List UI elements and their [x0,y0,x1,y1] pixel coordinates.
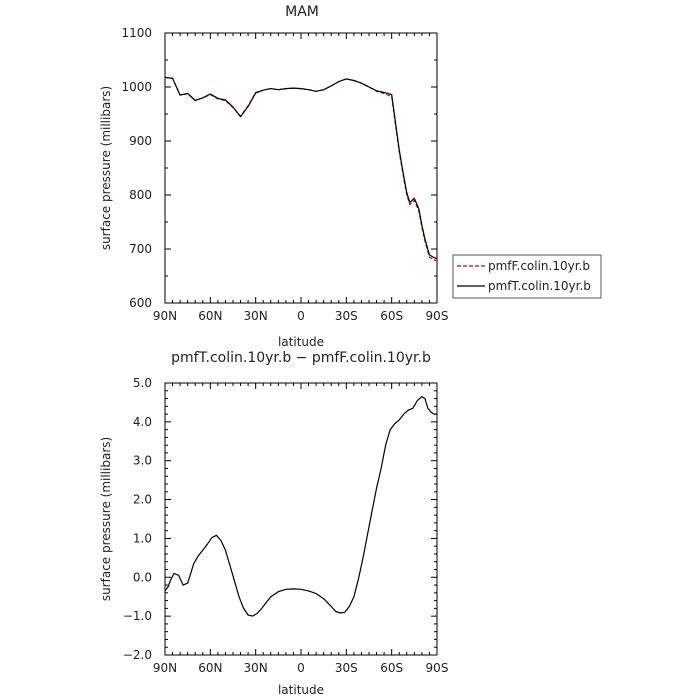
top-x-tick-label: 30S [335,309,358,323]
top-y-tick-label: 800 [129,188,152,202]
bottom-y-tick-label: −2.0 [123,648,152,662]
top-y-tick-label: 600 [129,296,152,310]
legend-box [452,254,602,299]
top-y-axis-title: surface pressure (millibars) [99,86,113,250]
bottom-x-tick-label: 30S [335,661,358,675]
bottom-x-tick-label: 90N [153,661,177,675]
legend-label-pmfT: pmfT.colin.10yr.b [488,279,591,293]
bottom-y-tick-label: 3.0 [133,454,152,468]
top-x-ticks: 90N 60N 30N 0 30S 60S 90S [153,33,449,323]
bottom-y-axis-title: surface pressure (millibars) [99,437,113,601]
top-y-tick-label: 1000 [121,80,152,94]
legend-label-pmfF: pmfF.colin.10yr.b [488,259,590,273]
bottom-x-tick-label: 30N [244,661,268,675]
top-x-axis-title: latitude [278,335,324,349]
bottom-series [164,396,437,617]
bottom-difference-line [164,396,437,617]
bottom-plot-frame [164,382,438,656]
top-y-tick-label: 1100 [121,26,152,40]
bottom-plot-title: pmfT.colin.10yr.b − pmfF.colin.10yr.b [171,350,431,366]
top-y-ticks: 600 700 800 900 1000 1100 [121,26,437,310]
bottom-x-axis-title: latitude [278,683,324,697]
bottom-x-tick-label: 0 [297,661,305,675]
top-x-tick-label: 60S [380,309,403,323]
top-series [164,76,438,262]
top-plot: MAM 90N 60N 30N 0 30S 60S 90S 600 700 800 900 1000… [99,4,448,349]
bottom-x-tick-label: 60N [198,661,222,675]
top-x-tick-label: 90S [426,309,449,323]
top-x-tick-label: 90N [153,309,177,323]
top-x-tick-label: 60N [198,309,222,323]
top-x-tick-label: 0 [297,309,305,323]
bottom-y-tick-label: 1.0 [133,531,152,545]
series-line-pmfT-colin-10yr-b [164,76,438,260]
bottom-y-ticks: −2.0 −1.0 0.0 1.0 2.0 3.0 4.0 5.0 [123,376,437,662]
top-y-tick-label: 900 [129,134,152,148]
bottom-y-tick-label: 2.0 [133,493,152,507]
bottom-y-tick-label: 0.0 [133,570,152,584]
top-y-tick-label: 700 [129,242,152,256]
bottom-y-tick-label: 5.0 [133,376,152,390]
bottom-x-tick-label: 90S [426,661,449,675]
series-line-pmfF-colin-10yr-b [164,76,438,262]
top-plot-frame [164,32,438,304]
legend: pmfF.colin.10yr.b pmfT.colin.10yr.b [452,254,602,299]
bottom-x-ticks: 90N 60N 30N 0 30S 60S 90S [153,383,449,675]
bottom-y-tick-label: 4.0 [133,415,152,429]
bottom-y-tick-label: −1.0 [123,609,152,623]
top-plot-title: MAM [285,4,319,20]
top-x-tick-label: 30N [244,309,268,323]
bottom-plot: pmfT.colin.10yr.b − pmfF.colin.10yr.b 90… [99,350,448,697]
bottom-x-tick-label: 60S [380,661,403,675]
